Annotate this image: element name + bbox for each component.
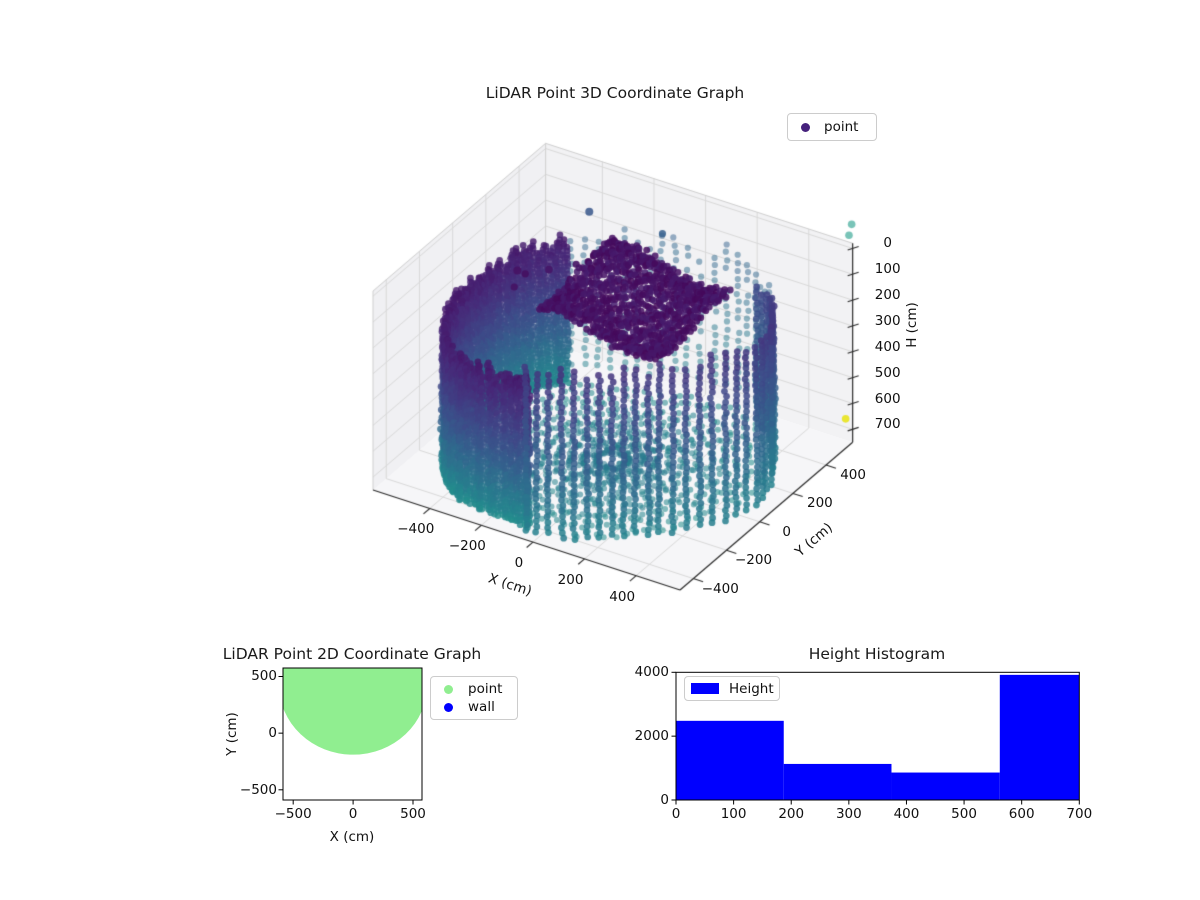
hist-y-tick-label: 2000 xyxy=(634,728,669,745)
2d-x-tick-label: 0 xyxy=(348,806,358,822)
2d-x-tick-label: −500 xyxy=(274,806,312,822)
histogram-bar xyxy=(676,720,784,800)
3d-z-tick-label: 600 xyxy=(874,390,901,407)
3d-y-tick-label: 400 xyxy=(840,467,866,483)
3d-x-tick-label: −200 xyxy=(448,538,486,555)
hist-y-tick-label: 4000 xyxy=(634,664,669,681)
histogram-axes-frame xyxy=(675,671,1080,801)
2d-y-tick-label: −500 xyxy=(239,781,277,798)
hist-x-tick-label: 500 xyxy=(951,806,977,822)
2d-legend-row-wall: wall xyxy=(431,699,517,715)
2d-y-tick-label: 0 xyxy=(268,725,277,742)
3d-z-tick-label: 400 xyxy=(874,338,901,355)
3d-x-tick-label: −400 xyxy=(397,521,435,538)
2d-x-axis-label: X (cm) xyxy=(329,829,375,845)
3d-z-tick-label: 200 xyxy=(874,287,901,304)
2d-legend-row-point: point xyxy=(431,681,517,697)
3d-z-tick-label: 300 xyxy=(874,313,901,329)
3d-y-tick-label: 0 xyxy=(782,523,791,540)
3d-legend: point xyxy=(787,113,877,141)
hist-x-tick-label: 100 xyxy=(720,806,747,822)
2d-plot-title: LiDAR Point 2D Coordinate Graph xyxy=(222,645,482,663)
histogram-bar xyxy=(999,674,1080,800)
histogram-title: Height Histogram xyxy=(808,645,946,663)
histogram-bar xyxy=(783,763,892,800)
hist-x-tick-label: 200 xyxy=(778,806,805,822)
histogram-legend: Height xyxy=(684,676,780,701)
2d-y-axis-label: Y (cm) xyxy=(224,712,240,756)
3d-x-tick-label: 200 xyxy=(557,571,584,588)
point-cloud-2d-region xyxy=(283,668,422,755)
3d-z-tick-label: 500 xyxy=(874,364,901,381)
3d-x-tick-label: 0 xyxy=(514,555,524,572)
wall-2d-legend-marker-icon xyxy=(444,702,453,712)
3d-z-tick-label: 0 xyxy=(883,235,892,252)
height-legend-swatch-icon xyxy=(691,683,719,694)
point-2d-legend-label: point xyxy=(468,681,503,697)
2d-legend: point wall xyxy=(430,676,518,720)
hist-y-tick-label: 0 xyxy=(660,792,669,808)
point-legend-marker-icon xyxy=(801,122,810,132)
3d-y-tick-label: 200 xyxy=(807,495,833,512)
wall-2d-legend-label: wall xyxy=(468,699,495,715)
3d-legend-row-point: point xyxy=(788,119,876,135)
3d-x-tick-label: 400 xyxy=(609,588,636,605)
point-2d-legend-marker-icon xyxy=(444,684,453,694)
3d-y-tick-label: −200 xyxy=(734,552,773,569)
2d-axes-frame xyxy=(282,667,423,801)
hist-x-tick-label: 400 xyxy=(893,806,920,822)
height-histogram-plot xyxy=(671,671,1080,805)
3d-z-tick-label: 100 xyxy=(874,261,901,278)
height-legend-label: Height xyxy=(729,680,774,697)
hist-x-tick-label: 0 xyxy=(671,806,681,822)
3d-z-axis-label: H (cm) xyxy=(904,302,920,348)
2d-scatter-plot xyxy=(278,667,423,805)
histogram-legend-row: Height xyxy=(685,681,779,697)
2d-x-tick-label: 500 xyxy=(400,806,426,822)
hist-x-tick-label: 300 xyxy=(835,806,862,822)
hist-x-tick-label: 600 xyxy=(1008,806,1035,822)
3d-z-tick-label: 700 xyxy=(874,416,901,433)
histogram-bar xyxy=(891,772,1000,800)
3d-y-tick-label: −400 xyxy=(701,580,739,597)
hist-x-tick-label: 700 xyxy=(1066,806,1093,822)
point-legend-label: point xyxy=(824,119,859,135)
3d-plot-title: LiDAR Point 3D Coordinate Graph xyxy=(485,84,745,102)
2d-y-tick-label: 500 xyxy=(251,668,277,685)
